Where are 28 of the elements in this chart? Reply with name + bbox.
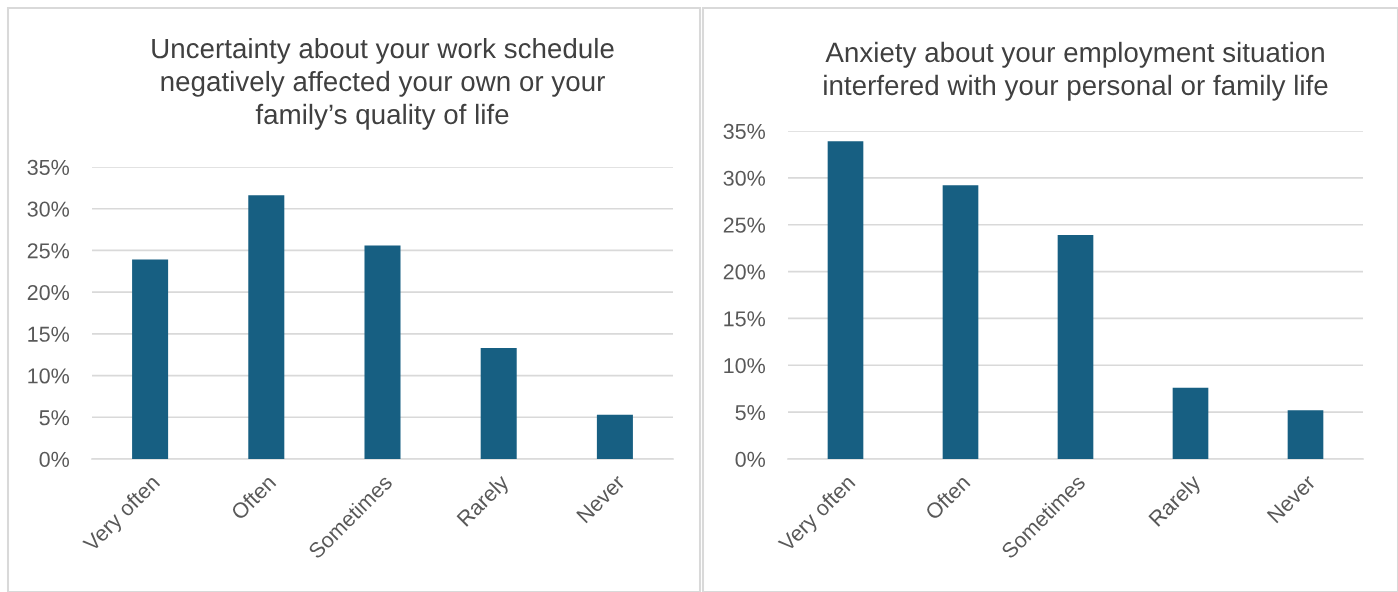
bar — [1057, 235, 1094, 459]
bar — [364, 245, 401, 459]
y-tick-label: 0% — [735, 451, 766, 468]
y-tick-label: 5% — [735, 405, 766, 421]
y-tick-label: 20% — [27, 284, 70, 301]
y-tick-label: 35% — [27, 159, 70, 176]
y-tick-label: 25% — [723, 217, 766, 233]
y-tick-label: 0% — [39, 451, 70, 468]
chart-title: Anxiety about your employment situation interfered with your personal or family life — [824, 41, 1328, 101]
y-tick-label: 10% — [724, 358, 766, 374]
bar — [827, 141, 864, 459]
y-tick-label: 30% — [723, 170, 766, 186]
y-tick-label: 20% — [723, 264, 766, 280]
y-tick-label: 5% — [39, 410, 70, 426]
y-tick-label: 15% — [724, 311, 766, 327]
y-tick-label: 35% — [723, 123, 766, 140]
y-tick-label: 10% — [28, 368, 70, 384]
chart-title: Uncertainty about your work schedule negatively affected your own or your family’s quality of life — [152, 37, 614, 130]
bar — [596, 414, 633, 459]
bar — [480, 348, 517, 459]
bar — [132, 259, 169, 459]
y-tick-label: 25% — [27, 243, 70, 259]
bar — [942, 185, 979, 459]
y-tick-label: 30% — [27, 201, 70, 217]
bar — [248, 195, 285, 459]
bar — [1172, 387, 1209, 459]
y-tick-label: 15% — [28, 326, 70, 342]
bar — [1287, 410, 1324, 459]
